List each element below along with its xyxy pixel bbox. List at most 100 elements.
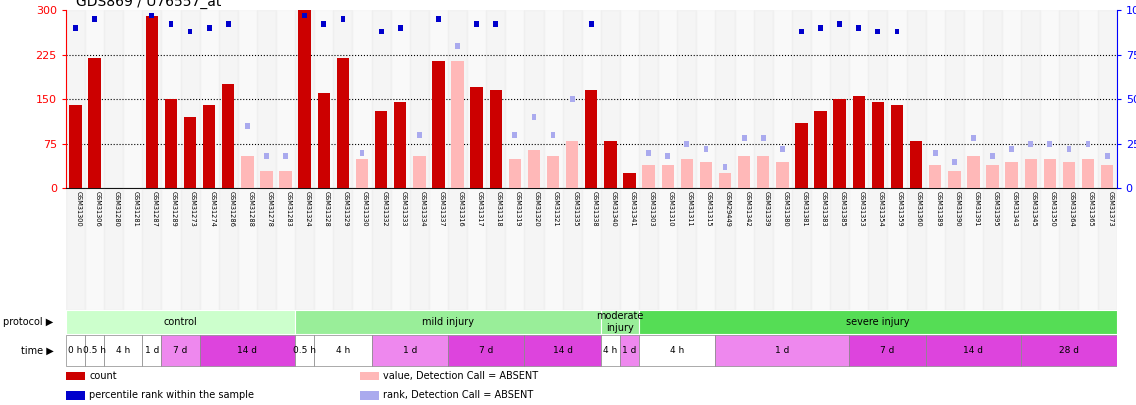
Bar: [1081, 159, 1094, 188]
Text: GSM31283: GSM31283: [285, 191, 292, 226]
Bar: [1097, 188, 1117, 310]
Bar: [315, 335, 371, 366]
Bar: [735, 10, 753, 188]
Text: 4 h: 4 h: [603, 346, 618, 355]
Bar: [680, 159, 693, 188]
Bar: [360, 372, 379, 380]
Bar: [1009, 146, 1014, 152]
Text: 0 h: 0 h: [68, 346, 83, 355]
Bar: [1005, 162, 1018, 188]
Bar: [811, 188, 830, 310]
Bar: [245, 123, 250, 129]
Bar: [226, 21, 231, 28]
Bar: [123, 10, 142, 188]
Bar: [257, 188, 276, 310]
Bar: [470, 87, 483, 188]
Bar: [360, 391, 379, 400]
Bar: [696, 10, 716, 188]
Text: GSM31328: GSM31328: [324, 191, 329, 226]
Bar: [926, 335, 1021, 366]
Bar: [952, 159, 957, 164]
Bar: [926, 188, 945, 310]
Bar: [203, 105, 216, 188]
Bar: [983, 188, 1002, 310]
Bar: [945, 188, 963, 310]
Bar: [532, 114, 536, 120]
Bar: [295, 10, 315, 188]
Bar: [716, 335, 850, 366]
Bar: [834, 99, 846, 188]
Bar: [448, 10, 467, 188]
Bar: [467, 188, 486, 310]
Text: GSM31341: GSM31341: [629, 191, 635, 226]
Bar: [876, 28, 880, 34]
Bar: [490, 90, 502, 188]
Bar: [792, 188, 811, 310]
Bar: [161, 335, 200, 366]
Bar: [857, 25, 861, 31]
Bar: [620, 10, 640, 188]
Bar: [1067, 146, 1071, 152]
Bar: [661, 164, 674, 188]
Text: GSM31324: GSM31324: [304, 191, 311, 226]
Bar: [299, 0, 311, 188]
Bar: [315, 10, 333, 188]
Bar: [260, 171, 273, 188]
Text: GSM31280: GSM31280: [114, 191, 119, 227]
Bar: [92, 16, 97, 22]
Bar: [371, 10, 391, 188]
Text: 7 d: 7 d: [880, 346, 895, 355]
Bar: [525, 188, 543, 310]
Text: GSM31353: GSM31353: [859, 191, 864, 226]
Bar: [772, 188, 792, 310]
Text: 0.5 h: 0.5 h: [293, 346, 316, 355]
Text: 4 h: 4 h: [670, 346, 684, 355]
Bar: [850, 335, 926, 366]
Text: 0.5 h: 0.5 h: [83, 346, 106, 355]
Bar: [716, 188, 735, 310]
Bar: [1078, 10, 1097, 188]
Text: moderate
injury: moderate injury: [596, 311, 644, 333]
Bar: [142, 10, 161, 188]
Bar: [1044, 159, 1056, 188]
Bar: [1021, 188, 1041, 310]
Text: GSM31340: GSM31340: [610, 191, 617, 226]
Bar: [772, 10, 792, 188]
Bar: [894, 28, 900, 34]
Text: GSM31334: GSM31334: [419, 191, 425, 226]
Bar: [1025, 159, 1037, 188]
Text: time ▶: time ▶: [20, 345, 53, 355]
Bar: [588, 21, 594, 28]
Bar: [105, 10, 123, 188]
Text: GSM31380: GSM31380: [783, 191, 788, 226]
Bar: [295, 335, 315, 366]
Bar: [187, 28, 192, 34]
Bar: [677, 188, 696, 310]
Bar: [887, 10, 907, 188]
Bar: [700, 162, 712, 188]
Bar: [646, 150, 651, 156]
Bar: [684, 141, 690, 147]
Bar: [219, 188, 237, 310]
Text: 1 d: 1 d: [402, 346, 417, 355]
Bar: [830, 10, 850, 188]
Bar: [811, 10, 830, 188]
Bar: [509, 159, 521, 188]
Bar: [722, 164, 727, 170]
Bar: [429, 188, 448, 310]
Bar: [566, 141, 578, 188]
Bar: [780, 146, 785, 152]
Bar: [570, 96, 575, 102]
Text: control: control: [164, 317, 198, 327]
Bar: [207, 25, 211, 31]
Text: GSM31360: GSM31360: [916, 191, 922, 226]
Text: GSM31316: GSM31316: [458, 191, 463, 226]
Text: GSM31354: GSM31354: [878, 191, 884, 226]
Bar: [719, 173, 732, 188]
Bar: [467, 10, 486, 188]
Bar: [486, 188, 506, 310]
Bar: [703, 146, 709, 152]
Text: GDS869 / U76557_at: GDS869 / U76557_at: [76, 0, 222, 9]
Bar: [150, 13, 154, 19]
Bar: [815, 111, 827, 188]
